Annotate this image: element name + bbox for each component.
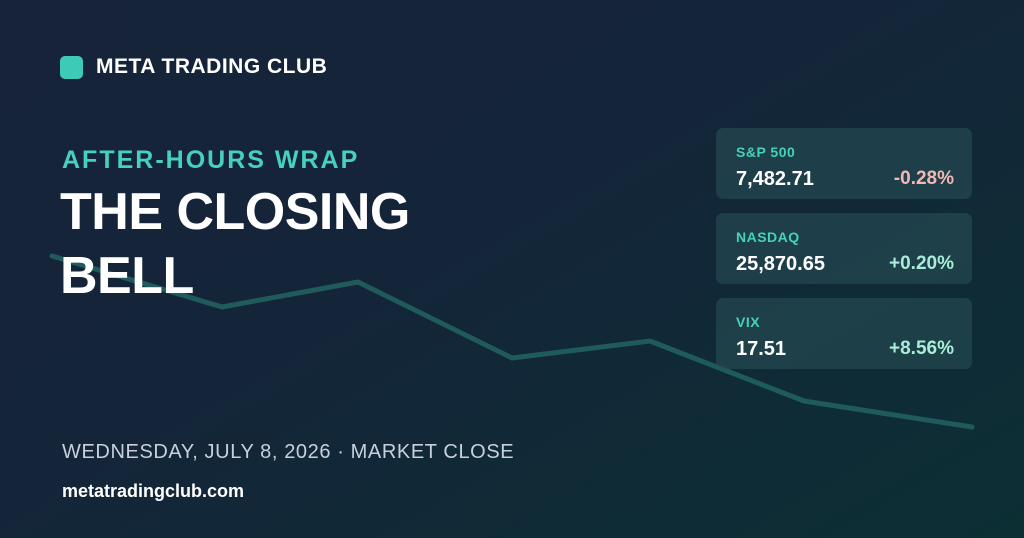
trend-polyline	[49, 253, 975, 430]
index-card-vix: VIX 17.51 +8.56%	[716, 298, 972, 369]
index-change: -0.28%	[893, 168, 954, 189]
headline: THE CLOSING BELL	[60, 183, 410, 305]
brand-logo: META TRADING CLUB	[60, 54, 327, 80]
brand-name: META TRADING CLUB	[96, 55, 328, 78]
index-value: 7,482.71	[736, 168, 814, 190]
index-cards: S&P 500 7,482.71 -0.28% NASDAQ 25,870.65…	[716, 128, 972, 383]
index-value: 17.51	[736, 338, 787, 360]
section-kicker: AFTER-HOURS WRAP	[62, 146, 360, 174]
index-name: S&P 500	[736, 144, 796, 160]
index-change: +0.20%	[889, 253, 954, 274]
index-value: 25,870.65	[736, 253, 825, 275]
index-change: +8.56%	[889, 338, 954, 359]
index-name: NASDAQ	[736, 229, 800, 245]
index-name: VIX	[736, 314, 761, 330]
index-card-sp500: S&P 500 7,482.71 -0.28%	[716, 128, 972, 199]
site-link[interactable]: metatradingclub.com	[62, 481, 245, 501]
brand-square-icon	[60, 55, 83, 79]
date-line: WEDNESDAY, JULY 8, 2026 · MARKET CLOSE	[62, 441, 515, 463]
index-card-nasdaq: NASDAQ 25,870.65 +0.20%	[716, 213, 972, 284]
